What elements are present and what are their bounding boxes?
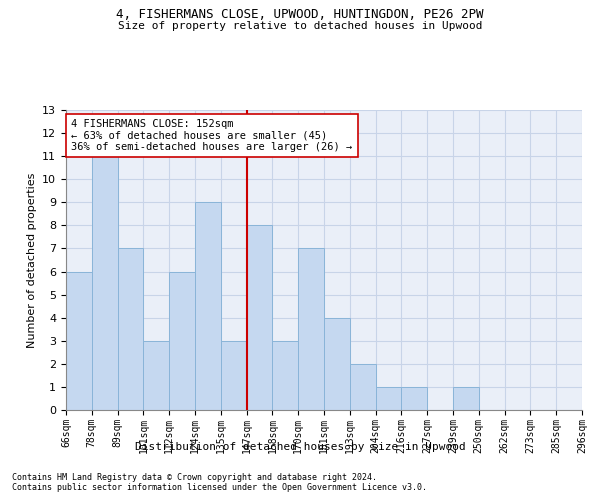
Bar (221, 341, 247, 410)
Bar (272, 341, 298, 410)
Text: Size of property relative to detached houses in Upwood: Size of property relative to detached ho… (118, 21, 482, 31)
Bar (401, 387, 427, 410)
Text: 4 FISHERMANS CLOSE: 152sqm
← 63% of detached houses are smaller (45)
36% of semi: 4 FISHERMANS CLOSE: 152sqm ← 63% of deta… (71, 119, 352, 152)
Bar (453, 387, 479, 410)
Bar (169, 272, 195, 410)
Text: Distribution of detached houses by size in Upwood: Distribution of detached houses by size … (134, 442, 466, 452)
Bar (324, 318, 350, 410)
Text: Contains public sector information licensed under the Open Government Licence v3: Contains public sector information licen… (12, 484, 427, 492)
Bar (298, 248, 324, 410)
Text: Contains HM Land Registry data © Crown copyright and database right 2024.: Contains HM Land Registry data © Crown c… (12, 472, 377, 482)
Bar (247, 226, 272, 410)
Bar (376, 387, 401, 410)
Y-axis label: Number of detached properties: Number of detached properties (26, 172, 37, 348)
Bar (66, 272, 92, 410)
Bar (118, 248, 143, 410)
Bar (195, 202, 221, 410)
Bar (92, 156, 118, 410)
Bar (143, 341, 169, 410)
Text: 4, FISHERMANS CLOSE, UPWOOD, HUNTINGDON, PE26 2PW: 4, FISHERMANS CLOSE, UPWOOD, HUNTINGDON,… (116, 8, 484, 20)
Bar (350, 364, 376, 410)
